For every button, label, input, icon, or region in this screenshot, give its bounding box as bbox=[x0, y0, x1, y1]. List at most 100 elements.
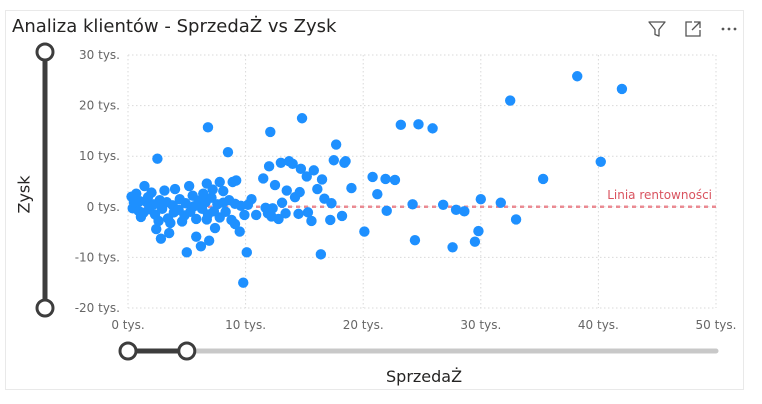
data-point[interactable] bbox=[315, 249, 327, 260]
data-point[interactable] bbox=[447, 242, 458, 253]
data-point[interactable] bbox=[407, 199, 418, 210]
data-point[interactable] bbox=[191, 213, 202, 225]
data-point[interactable] bbox=[281, 185, 292, 196]
data-point[interactable] bbox=[163, 227, 175, 239]
data-point[interactable] bbox=[395, 119, 407, 131]
data-point[interactable] bbox=[241, 247, 252, 258]
data-point[interactable] bbox=[295, 163, 307, 175]
data-point[interactable] bbox=[336, 210, 348, 222]
data-point[interactable] bbox=[214, 176, 225, 188]
data-point[interactable] bbox=[473, 225, 484, 237]
data-point[interactable] bbox=[389, 174, 401, 186]
y-zoom-slider-handle-top[interactable] bbox=[35, 42, 55, 62]
data-point[interactable] bbox=[381, 205, 392, 217]
data-point[interactable] bbox=[250, 209, 262, 221]
data-point[interactable] bbox=[294, 186, 305, 198]
data-point[interactable] bbox=[195, 241, 207, 252]
data-point[interactable] bbox=[469, 236, 481, 247]
data-point[interactable] bbox=[238, 277, 249, 288]
data-point[interactable] bbox=[230, 175, 242, 186]
data-point[interactable] bbox=[437, 199, 449, 210]
data-point[interactable] bbox=[135, 211, 147, 223]
filter-icon[interactable] bbox=[646, 18, 668, 40]
data-point[interactable] bbox=[459, 206, 470, 217]
data-point[interactable] bbox=[301, 171, 312, 182]
data-point[interactable] bbox=[188, 201, 200, 212]
data-point[interactable] bbox=[269, 179, 281, 191]
data-point[interactable] bbox=[296, 113, 308, 124]
data-point[interactable] bbox=[367, 171, 378, 183]
data-point[interactable] bbox=[169, 183, 181, 195]
data-point[interactable] bbox=[203, 235, 215, 246]
data-point[interactable] bbox=[128, 197, 140, 208]
data-point[interactable] bbox=[450, 204, 462, 216]
data-point[interactable] bbox=[328, 155, 339, 166]
data-point[interactable] bbox=[595, 156, 606, 167]
data-point[interactable] bbox=[142, 191, 154, 203]
data-point[interactable] bbox=[330, 139, 342, 150]
data-point[interactable] bbox=[153, 215, 164, 227]
data-point[interactable] bbox=[293, 208, 304, 220]
data-point[interactable] bbox=[181, 247, 192, 258]
data-point[interactable] bbox=[372, 188, 383, 200]
data-point[interactable] bbox=[183, 180, 195, 192]
data-point[interactable] bbox=[226, 214, 237, 226]
data-point[interactable] bbox=[505, 95, 516, 106]
data-point[interactable] bbox=[302, 207, 314, 218]
data-point[interactable] bbox=[159, 185, 170, 196]
data-point[interactable] bbox=[258, 173, 269, 184]
y-zoom-slider-handle-bottom[interactable] bbox=[35, 298, 55, 318]
data-point[interactable] bbox=[572, 71, 583, 82]
data-point[interactable] bbox=[156, 203, 168, 215]
breakeven-line-label: Linia rentowności bbox=[607, 188, 712, 202]
data-point[interactable] bbox=[139, 180, 150, 192]
data-point[interactable] bbox=[239, 209, 250, 221]
data-point[interactable] bbox=[312, 183, 323, 195]
data-point[interactable] bbox=[151, 223, 162, 235]
more-options-icon[interactable] bbox=[718, 18, 740, 40]
data-point[interactable] bbox=[346, 182, 357, 194]
data-point[interactable] bbox=[510, 214, 522, 225]
data-point[interactable] bbox=[267, 203, 278, 214]
data-point[interactable] bbox=[316, 174, 328, 185]
data-point[interactable] bbox=[155, 233, 167, 244]
data-point[interactable] bbox=[409, 234, 421, 246]
data-point[interactable] bbox=[306, 215, 317, 227]
data-point[interactable] bbox=[176, 216, 188, 227]
data-point[interactable] bbox=[214, 212, 225, 223]
x-zoom-slider-handle-right[interactable] bbox=[177, 341, 197, 361]
data-point[interactable] bbox=[413, 119, 424, 130]
data-point[interactable] bbox=[209, 222, 221, 234]
data-point[interactable] bbox=[308, 165, 320, 176]
data-point[interactable] bbox=[326, 198, 337, 209]
data-point[interactable] bbox=[263, 161, 275, 172]
data-point[interactable] bbox=[340, 156, 351, 167]
data-point[interactable] bbox=[218, 185, 229, 197]
data-point[interactable] bbox=[287, 158, 298, 169]
data-point[interactable] bbox=[202, 122, 214, 133]
data-point[interactable] bbox=[380, 173, 391, 185]
data-point[interactable] bbox=[325, 214, 336, 226]
x-zoom-slider-handle-left[interactable] bbox=[118, 341, 138, 361]
data-point[interactable] bbox=[616, 83, 628, 95]
data-point[interactable] bbox=[180, 198, 191, 209]
data-point[interactable] bbox=[273, 213, 284, 225]
data-point[interactable] bbox=[152, 153, 163, 164]
data-point[interactable] bbox=[265, 126, 276, 138]
data-point[interactable] bbox=[537, 173, 549, 185]
data-point[interactable] bbox=[222, 146, 234, 158]
data-point[interactable] bbox=[242, 199, 254, 210]
data-point[interactable] bbox=[165, 217, 176, 229]
expand-icon[interactable] bbox=[682, 18, 704, 40]
data-point[interactable] bbox=[276, 197, 288, 208]
data-point[interactable] bbox=[198, 188, 209, 199]
data-point[interactable] bbox=[475, 194, 486, 205]
data-point[interactable] bbox=[191, 231, 202, 242]
data-point[interactable] bbox=[234, 226, 245, 237]
data-point[interactable] bbox=[275, 157, 287, 168]
data-point[interactable] bbox=[207, 184, 218, 195]
data-point[interactable] bbox=[495, 197, 506, 208]
data-point[interactable] bbox=[427, 123, 438, 134]
data-point[interactable] bbox=[280, 208, 291, 219]
data-point[interactable] bbox=[359, 226, 370, 237]
